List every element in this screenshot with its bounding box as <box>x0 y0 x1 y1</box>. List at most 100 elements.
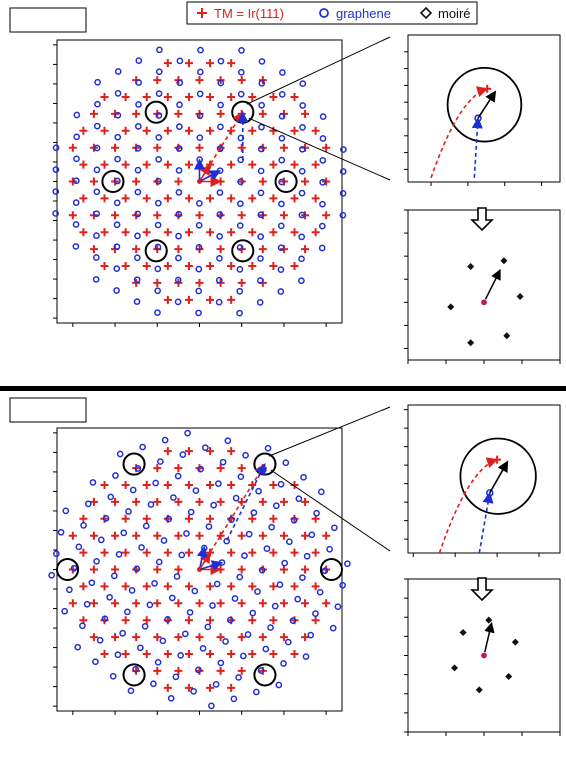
graphene-point <box>72 199 80 206</box>
legend-item-tm: TM = Ir(111) <box>197 6 284 21</box>
tm-point <box>121 548 130 557</box>
graphene-point <box>127 687 135 695</box>
graphene-point <box>176 123 183 130</box>
graphene-point <box>154 243 162 251</box>
graphene-point <box>201 444 209 452</box>
graphene-point <box>154 265 162 273</box>
graphene-point <box>290 516 298 524</box>
tm-point <box>269 160 278 169</box>
graphene-point <box>330 524 338 532</box>
graphene-point <box>344 560 351 568</box>
tm-point <box>68 143 77 152</box>
graphene-point <box>124 608 131 616</box>
graphene-point <box>485 489 494 497</box>
tm-point <box>163 582 172 591</box>
tm-point <box>227 59 236 68</box>
graphene-point <box>48 571 55 579</box>
legend-item-moire: moiré <box>419 6 471 21</box>
graphene-point <box>239 652 247 660</box>
tm-point <box>142 92 151 101</box>
graphene-point <box>134 166 142 174</box>
tm-point <box>237 211 246 220</box>
graphene-point <box>316 588 324 596</box>
tm-point <box>163 59 172 68</box>
tm-point <box>483 84 492 93</box>
graphene-point <box>286 538 293 546</box>
down-arrow-icon <box>470 207 494 232</box>
tm-point <box>311 228 320 237</box>
graphene-point <box>236 287 244 295</box>
graphene-point <box>236 222 244 229</box>
legend-label-graphene: graphene <box>336 6 391 21</box>
tm-point <box>290 92 299 101</box>
graphene-point <box>74 643 82 651</box>
graphene-point <box>205 523 213 530</box>
tm-point <box>301 531 310 540</box>
tm-point <box>100 262 109 271</box>
graphene-point <box>135 57 143 64</box>
moire-circle <box>144 100 168 124</box>
tm-point <box>206 194 215 203</box>
tm-point <box>227 295 236 304</box>
graphene-point <box>258 101 265 109</box>
graphene-point <box>155 112 163 119</box>
graphene-point <box>73 155 80 163</box>
tm-point <box>89 599 98 608</box>
graphene-point <box>155 558 163 566</box>
graphene-point <box>278 156 286 164</box>
graphene-point <box>52 144 60 152</box>
tm-point <box>206 59 215 68</box>
section-divider <box>0 386 566 391</box>
tm-point <box>89 531 98 540</box>
legend-label-moire: moiré <box>438 6 471 21</box>
graphene-point <box>92 658 99 666</box>
graphene-point <box>96 636 104 644</box>
graphene-point <box>254 588 261 595</box>
graphene-point <box>213 580 221 588</box>
moire-vector <box>489 460 509 494</box>
tm-point <box>269 548 278 557</box>
tm-point <box>153 143 162 152</box>
graphene-point <box>170 494 177 501</box>
graphene-point <box>184 429 191 437</box>
graphene-point <box>175 210 183 218</box>
graphene-point <box>224 437 232 445</box>
moire-point <box>467 263 475 271</box>
dashed-vector <box>478 491 494 554</box>
tm-point <box>269 650 278 659</box>
graphene-point <box>61 607 69 615</box>
graphene-point <box>195 200 203 207</box>
graphene-point <box>191 587 199 595</box>
graphene-point <box>222 638 229 645</box>
tm-point <box>279 633 288 642</box>
tm-point <box>216 531 225 540</box>
tm-point <box>248 582 257 591</box>
graphene-point <box>116 450 124 458</box>
legend-label-tm: TM = Ir(111) <box>214 6 284 21</box>
tm-point <box>132 278 141 287</box>
graphene-point <box>195 221 203 229</box>
graphene-point <box>271 602 279 610</box>
tm-point <box>206 295 215 304</box>
tm-point <box>216 497 225 506</box>
graphene-point <box>161 436 169 444</box>
graphene-point <box>298 277 305 285</box>
tm-point <box>79 514 88 523</box>
graphene-point <box>119 629 126 637</box>
graphene-point <box>257 145 265 153</box>
tm-point <box>163 480 172 489</box>
graphene-point <box>155 134 163 141</box>
graphene-point <box>129 486 137 494</box>
graphene-point <box>174 298 182 306</box>
tm-point <box>132 599 141 608</box>
tm-point <box>248 616 257 625</box>
graphene-point <box>142 522 150 530</box>
graphene-point <box>276 581 284 588</box>
tm-point <box>290 480 299 489</box>
graphene-point <box>175 145 183 152</box>
tm-point <box>174 565 183 574</box>
graphene-point <box>154 199 162 207</box>
tm-point <box>184 582 193 591</box>
graphene-point <box>236 266 244 273</box>
graphene-point <box>217 101 224 109</box>
